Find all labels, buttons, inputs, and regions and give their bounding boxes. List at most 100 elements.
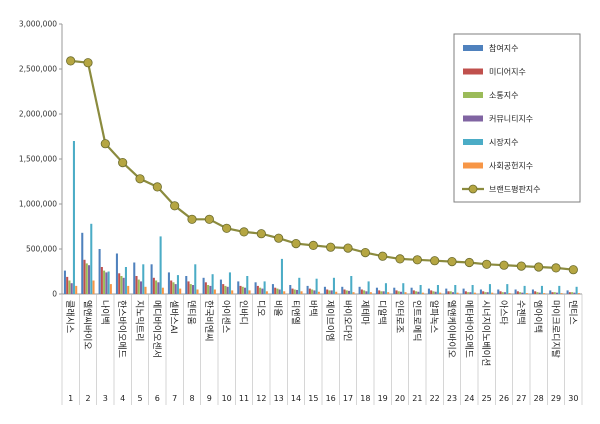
bar-5 (540, 285, 543, 294)
bar-1 (531, 289, 534, 294)
legend-label: 시장지수 (489, 137, 518, 147)
bar-6 (508, 293, 511, 294)
brand-index-point (447, 256, 457, 267)
category-label: 티앤엘 (290, 300, 301, 325)
legend-swatch (463, 92, 483, 98)
bar-6 (92, 280, 95, 294)
category-label: 디오 (255, 300, 266, 317)
bar-1 (514, 289, 517, 294)
bar-3 (432, 291, 435, 294)
bar-3 (207, 285, 210, 294)
bar-2 (118, 273, 121, 294)
bar-1 (549, 290, 552, 294)
bar-2 (464, 291, 467, 294)
brand-index-point (83, 58, 93, 68)
y-tick-label: 0 (52, 290, 57, 299)
brand-index-point (187, 214, 197, 224)
category-label: 아스타 (498, 300, 509, 326)
bar-5 (506, 284, 509, 294)
bar-2 (204, 282, 207, 294)
bar-4 (556, 292, 559, 294)
category-index-label: 10 (222, 394, 232, 403)
bar-1 (219, 279, 222, 294)
bar-4 (434, 291, 437, 294)
bar-3 (189, 284, 192, 294)
category-label: 인바디 (238, 300, 249, 325)
bar-4 (261, 288, 264, 294)
category-index-label: 29 (551, 394, 561, 403)
bar-5 (488, 284, 491, 294)
y-tick-label: 500,000 (26, 245, 57, 254)
brand-index-point (395, 254, 405, 264)
category-label: 바텍 (307, 300, 318, 317)
bar-1 (185, 276, 188, 294)
category-labels-layer: 클래시스 1 엘앤씨바이오 2 나이벡 3 한스바이오메드 4 지노믹트리 5 메디바이오센서 6 셀바… (64, 300, 578, 403)
bar-6 (577, 293, 580, 294)
bar-2 (170, 280, 173, 294)
bar-6 (387, 292, 390, 294)
category-label: 수젠텍 (515, 300, 526, 325)
brand-index-point (239, 227, 249, 237)
legend-swatch (463, 45, 483, 51)
bar-4 (486, 292, 489, 294)
bar-3 (571, 292, 574, 294)
category-index-label: 4 (120, 394, 125, 403)
bar-6 (196, 289, 199, 294)
category-label: 나이벡 (99, 300, 110, 325)
y-tick-label: 1,500,000 (19, 155, 57, 164)
category-index-label: 30 (568, 394, 578, 403)
bar-1 (306, 285, 309, 294)
bar-4 (382, 291, 385, 294)
legend-label: 브랜드평판지수 (489, 184, 541, 194)
bar-5 (384, 283, 387, 294)
bar-1 (479, 289, 482, 294)
bar-4 (105, 272, 108, 294)
bar-4 (400, 291, 403, 294)
legend-swatch (463, 115, 483, 122)
bar-2 (187, 281, 190, 294)
bar-3 (449, 291, 452, 294)
category-index-label: 25 (482, 394, 492, 403)
category-index-label: 21 (412, 394, 422, 403)
bar-5 (263, 281, 266, 294)
bar-6 (491, 292, 494, 294)
bar-2 (66, 276, 69, 294)
brand-index-point (308, 240, 318, 250)
bar-4 (192, 285, 195, 294)
bar-1 (462, 288, 465, 294)
category-label: 비올 (272, 300, 283, 317)
bar-3 (501, 292, 504, 294)
bar-2 (256, 285, 259, 294)
bar-2 (100, 267, 103, 294)
bar-6 (265, 291, 268, 294)
bar-1 (271, 284, 274, 294)
bar-3 (311, 289, 314, 294)
category-label: 엘앤케이바이오 (446, 300, 457, 358)
bar-6 (335, 291, 338, 294)
category-index-label: 3 (103, 394, 108, 403)
brand-index-point (534, 262, 544, 272)
legend-marker-swatch (468, 184, 478, 194)
brand-index-point (499, 260, 509, 270)
brand-index-point (430, 256, 440, 266)
category-index-label: 24 (464, 394, 474, 403)
category-index-label: 12 (256, 394, 266, 403)
bar-3 (380, 291, 383, 294)
bar-1 (323, 286, 326, 294)
bar-3 (553, 292, 556, 294)
bar-2 (534, 291, 537, 294)
bar-2 (395, 290, 398, 294)
category-index-label: 23 (447, 394, 457, 403)
bar-2 (308, 288, 311, 294)
category-label: 인트로메딕 (411, 300, 422, 341)
bar-1 (150, 264, 153, 294)
bar-3 (137, 279, 140, 294)
category-index-label: 2 (85, 394, 90, 403)
category-label: 한국비엔씨 (203, 300, 214, 341)
bar-2 (447, 291, 450, 294)
brand-index-point (360, 248, 370, 258)
bar-2 (222, 284, 225, 294)
bar-4 (244, 287, 247, 294)
legend-swatch (463, 68, 483, 75)
